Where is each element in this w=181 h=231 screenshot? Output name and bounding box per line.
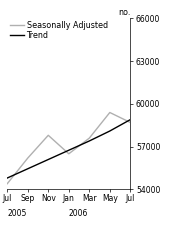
- Seasonally Adjusted: [27, 157, 29, 159]
- Seasonally Adjusted: [150, 104, 152, 107]
- Seasonally Adjusted: [47, 134, 49, 137]
- Text: no.: no.: [118, 8, 130, 17]
- Legend: Seasonally Adjusted, Trend: Seasonally Adjusted, Trend: [9, 20, 108, 41]
- Seasonally Adjusted: [88, 137, 90, 140]
- Trend: [170, 95, 172, 97]
- Seasonally Adjusted: [109, 111, 111, 114]
- Seasonally Adjusted: [170, 81, 172, 84]
- Line: Seasonally Adjusted: Seasonally Adjusted: [7, 37, 181, 184]
- Trend: [109, 130, 111, 132]
- Trend: [88, 140, 90, 142]
- Trend: [47, 158, 49, 161]
- Text: 2005: 2005: [7, 209, 27, 218]
- Seasonally Adjusted: [6, 182, 8, 185]
- Seasonally Adjusted: [129, 121, 131, 124]
- Line: Trend: Trend: [7, 42, 181, 178]
- Trend: [150, 107, 152, 110]
- Trend: [68, 149, 70, 152]
- Seasonally Adjusted: [68, 152, 70, 155]
- Trend: [27, 167, 29, 170]
- Trend: [6, 177, 8, 179]
- Text: 2006: 2006: [69, 209, 88, 218]
- Trend: [129, 118, 131, 121]
